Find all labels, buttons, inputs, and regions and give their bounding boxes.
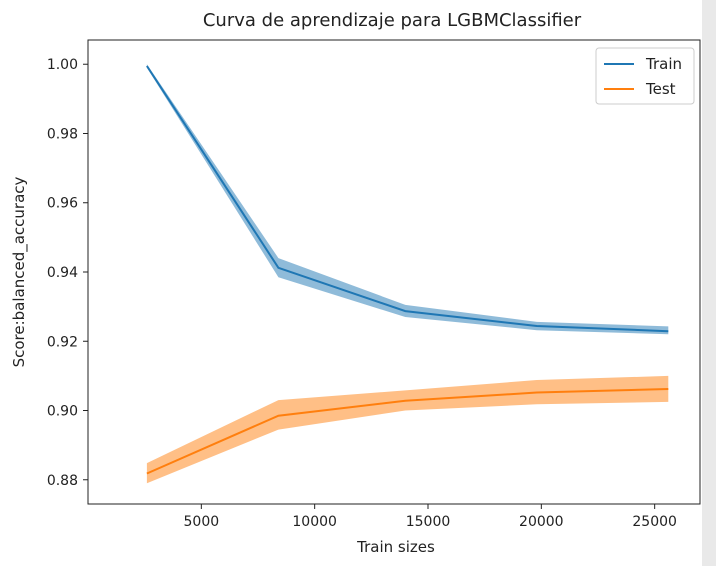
plot-area <box>87 39 701 505</box>
series-band-test <box>146 375 669 484</box>
legend-label-test: Test <box>645 80 676 98</box>
x-tick-label: 5000 <box>184 514 220 530</box>
window-edge <box>702 0 716 566</box>
chart-title: Curva de aprendizaje para LGBMClassifier <box>203 10 582 31</box>
y-axis-label: Score:balanced_accuracy <box>10 176 29 367</box>
legend-label-train: Train <box>645 55 682 73</box>
x-tick-label: 10000 <box>292 514 337 530</box>
x-tick-label: 20000 <box>519 514 564 530</box>
series-band-train <box>146 64 669 335</box>
y-tick-label: 0.94 <box>47 265 78 281</box>
series-line-train <box>146 65 669 333</box>
legend: Train Test <box>595 47 695 105</box>
x-tick-label: 25000 <box>632 514 677 530</box>
x-tick-label: 15000 <box>406 514 451 530</box>
x-axis: 5000 10000 15000 20000 25000 <box>184 504 677 530</box>
y-tick-label: 0.90 <box>47 404 78 420</box>
x-axis-label: Train sizes <box>356 538 435 556</box>
y-tick-label: 0.88 <box>47 473 78 489</box>
y-tick-label: 0.92 <box>47 334 78 350</box>
y-tick-label: 0.98 <box>47 126 78 142</box>
y-tick-label: 1.00 <box>47 57 78 73</box>
y-tick-label: 0.96 <box>47 196 78 212</box>
plot-frame <box>87 39 701 505</box>
y-axis: 0.88 0.90 0.92 0.94 0.96 0.98 1.00 <box>47 57 88 489</box>
